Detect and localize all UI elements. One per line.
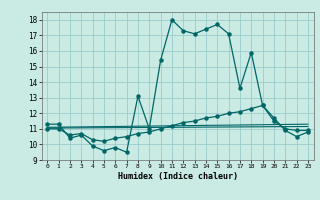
X-axis label: Humidex (Indice chaleur): Humidex (Indice chaleur)	[118, 172, 237, 181]
